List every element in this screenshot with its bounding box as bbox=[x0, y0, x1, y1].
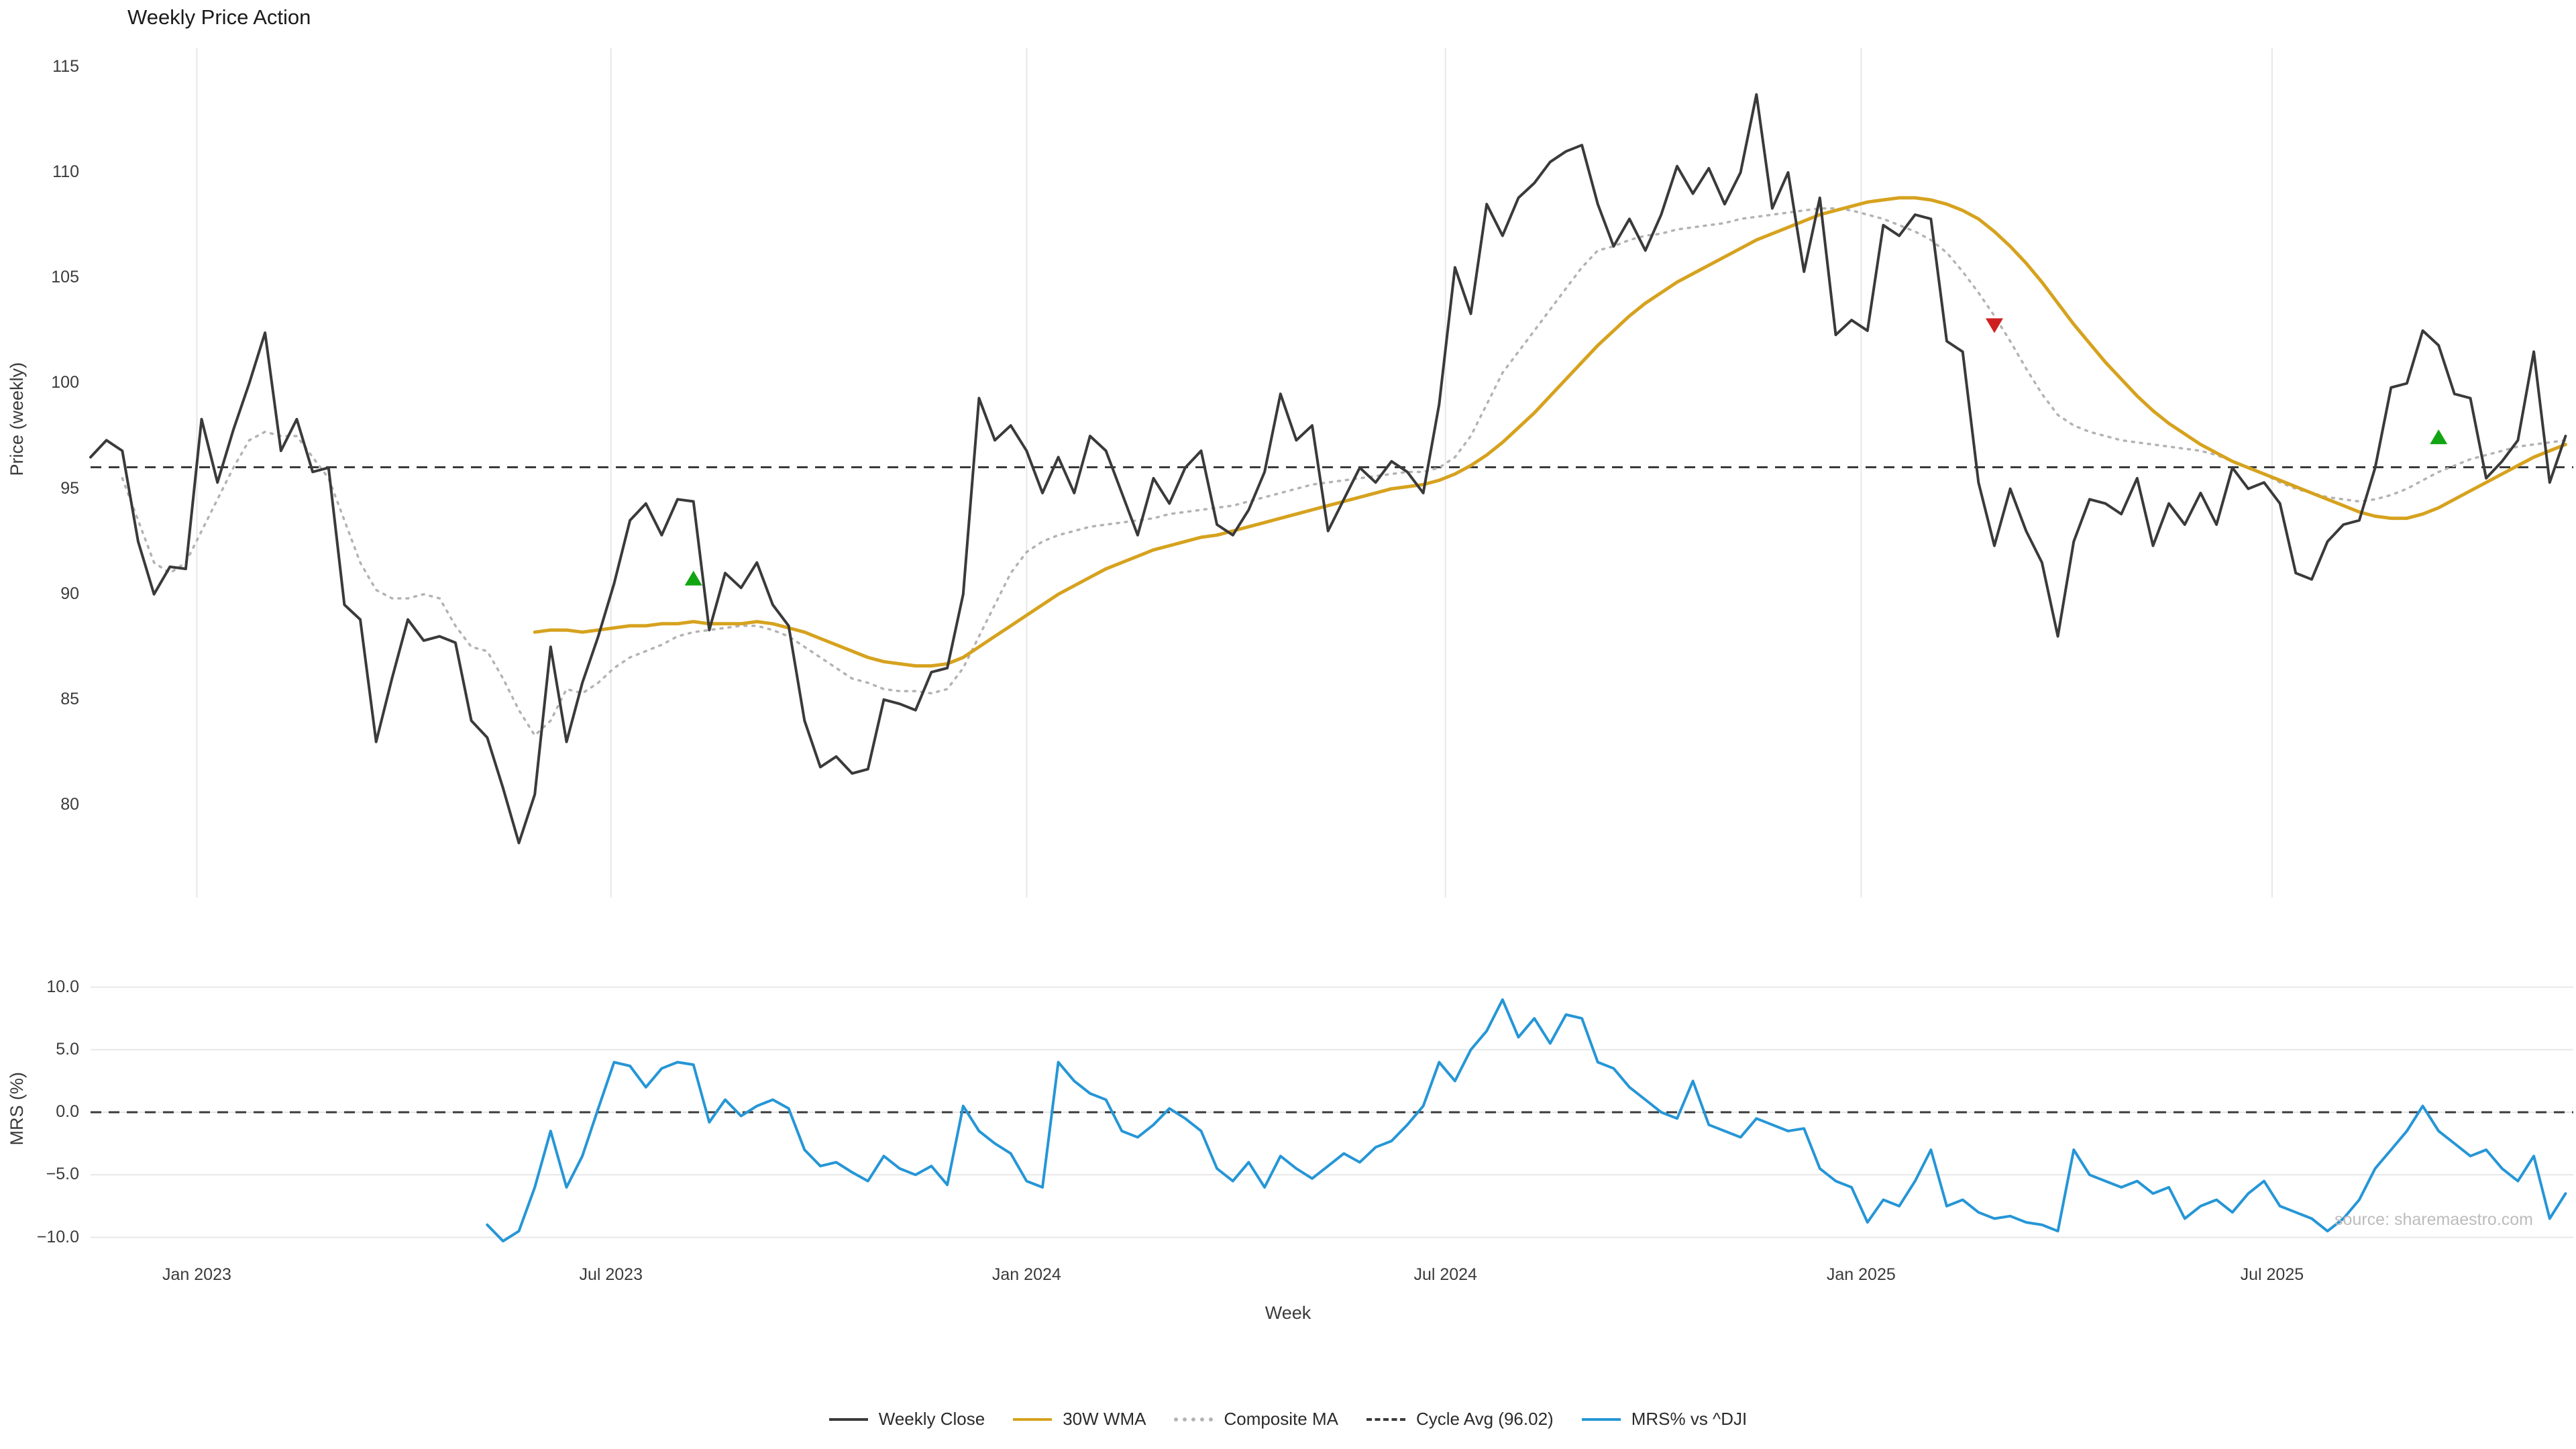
legend-line-sample bbox=[1581, 1417, 1621, 1421]
x-axis-label: Week bbox=[1265, 1303, 1311, 1323]
mrs-tick--10: −10.0 bbox=[36, 1227, 79, 1246]
price-tick-100: 100 bbox=[51, 373, 79, 392]
legend-line-sample bbox=[828, 1417, 868, 1421]
composite-ma-line bbox=[121, 207, 2567, 737]
price-tick-90: 90 bbox=[60, 584, 79, 603]
legend-line-sample bbox=[1366, 1417, 1405, 1421]
price-tick-95: 95 bbox=[60, 478, 79, 498]
x-tick-jul-2025: Jul 2025 bbox=[2240, 1265, 2304, 1284]
legend-item-composite-ma: Composite MA bbox=[1174, 1409, 1338, 1430]
price-tick-110: 110 bbox=[52, 162, 79, 182]
sell-signal-marker bbox=[1986, 318, 2003, 333]
wma-line bbox=[533, 196, 2567, 668]
x-tick-jul-2024: Jul 2024 bbox=[1413, 1265, 1477, 1284]
legend-item-cycle-avg-96-02-: Cycle Avg (96.02) bbox=[1366, 1409, 1554, 1430]
x-tick-jan-2024: Jan 2024 bbox=[991, 1265, 1061, 1284]
legend-label: 30W WMA bbox=[1063, 1409, 1146, 1429]
source-watermark: source: sharemaestro.com bbox=[2334, 1210, 2533, 1229]
price-tick-80: 80 bbox=[60, 795, 79, 814]
buy-signal-marker bbox=[684, 570, 702, 586]
legend: Weekly Close 30W WMA Composite MA Cycle Avg… bbox=[0, 1409, 2576, 1430]
price-tick-85: 85 bbox=[60, 689, 79, 708]
chart-title: Weekly Price Action bbox=[127, 5, 311, 29]
legend-line-sample bbox=[1174, 1417, 1214, 1421]
legend-item-weekly-close: Weekly Close bbox=[828, 1409, 985, 1430]
x-tick-jan-2025: Jan 2025 bbox=[1826, 1265, 1896, 1284]
price-tick-105: 105 bbox=[51, 268, 79, 287]
mrs-tick-10: 10.0 bbox=[46, 977, 79, 996]
weekly-close-line bbox=[89, 93, 2567, 845]
legend-label: Cycle Avg (96.02) bbox=[1415, 1409, 1554, 1429]
mrs-tick--5: −5.0 bbox=[46, 1165, 79, 1184]
legend-line-sample bbox=[1013, 1417, 1053, 1421]
mrs-tick-5: 5.0 bbox=[56, 1039, 79, 1059]
buy-signal-marker bbox=[2430, 429, 2448, 445]
legend-item-mrs-vs-dji: MRS% vs ^DJI bbox=[1581, 1409, 1748, 1430]
legend-label: Composite MA bbox=[1224, 1409, 1338, 1429]
legend-label: Weekly Close bbox=[878, 1409, 985, 1429]
mrs-line bbox=[486, 998, 2567, 1243]
x-tick-jan-2023: Jan 2023 bbox=[162, 1265, 231, 1284]
legend-label: MRS% vs ^DJI bbox=[1631, 1409, 1748, 1429]
x-tick-jul-2023: Jul 2023 bbox=[579, 1265, 643, 1284]
mrs-tick-0: 0.0 bbox=[56, 1102, 79, 1121]
price-tick-115: 115 bbox=[52, 57, 79, 76]
legend-item-30w-wma: 30W WMA bbox=[1013, 1409, 1146, 1430]
